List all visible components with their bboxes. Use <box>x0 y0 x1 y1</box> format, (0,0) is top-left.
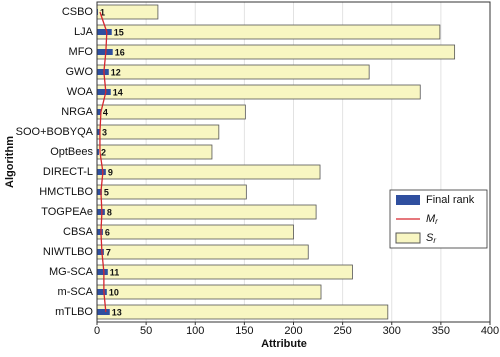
rank-label: 12 <box>111 67 121 77</box>
x-tick-label: 300 <box>383 325 401 337</box>
score-bar <box>96 104 246 120</box>
legend-label: Mr <box>426 213 438 226</box>
x-tick-label: 50 <box>140 325 152 337</box>
score-bar <box>96 84 421 100</box>
y-tick-label: SOO+BOBYQA <box>16 126 94 138</box>
y-tick-label: mTLBO <box>55 306 93 318</box>
score-bar <box>96 64 370 80</box>
y-tick-label: CSBO <box>62 6 94 18</box>
y-tick-label: HMCTLBO <box>39 186 93 198</box>
score-bar <box>96 124 220 140</box>
rank-label: 1 <box>100 7 105 17</box>
legend-swatch <box>396 195 420 205</box>
y-tick-label: NRGA <box>61 106 93 118</box>
rank-bar <box>97 289 107 295</box>
score-bar <box>96 264 353 280</box>
y-tick-label: TOGPEAe <box>41 206 93 218</box>
legend-label-sub: r <box>435 217 438 226</box>
score-bar <box>96 184 247 200</box>
x-tick-label: 400 <box>481 325 499 337</box>
rank-bar <box>97 149 99 155</box>
rank-label: 9 <box>108 167 113 177</box>
score-bar <box>96 4 159 20</box>
rank-bar <box>97 229 103 235</box>
rank-label: 7 <box>106 247 111 257</box>
legend-swatch <box>395 232 421 244</box>
legend-label-main: M <box>426 213 436 225</box>
y-tick-label: OptBees <box>50 146 93 158</box>
rank-bar <box>97 89 111 95</box>
y-tick-label: m-SCA <box>58 286 94 298</box>
rank-bar <box>97 29 112 35</box>
rank-label: 5 <box>104 187 109 197</box>
x-tick-label: 250 <box>333 325 351 337</box>
rank-label: 6 <box>105 227 110 237</box>
rank-bar <box>97 109 101 115</box>
rank-label: 14 <box>113 87 123 97</box>
rank-bar <box>97 189 102 195</box>
rank-label: 16 <box>115 47 125 57</box>
y-tick-label: MG-SCA <box>49 266 94 278</box>
rank-bar <box>97 69 109 75</box>
score-bar <box>96 284 322 300</box>
score-bar <box>96 24 441 40</box>
rank-bar <box>97 169 106 175</box>
x-tick-label: 100 <box>186 325 204 337</box>
rank-label: 11 <box>110 267 120 277</box>
rank-label: 15 <box>114 27 124 37</box>
rank-label: 10 <box>109 287 119 297</box>
score-bar <box>96 204 317 220</box>
rank-label: 3 <box>102 127 107 137</box>
y-tick-label: WOA <box>67 86 94 98</box>
y-tick-label: NIWTLBO <box>43 246 94 258</box>
rank-label: 8 <box>107 207 112 217</box>
legend-label: Sr <box>426 232 436 245</box>
rank-label: 4 <box>103 107 108 117</box>
rank-bar <box>97 309 110 315</box>
rank-bar <box>97 249 104 255</box>
plot-frame <box>96 1 491 323</box>
mean-rank-line <box>99 11 108 313</box>
score-bar <box>96 44 456 60</box>
rank-bar <box>97 129 100 135</box>
x-axis-label: Attribute <box>261 338 307 350</box>
y-tick-label: MFO <box>69 46 94 58</box>
legend-label-main: S <box>426 232 434 244</box>
score-bar <box>96 164 321 180</box>
rank-bar <box>97 269 108 275</box>
score-bar <box>96 244 309 260</box>
rank-bar <box>97 209 105 215</box>
score-bar <box>96 224 294 240</box>
score-bar <box>96 144 213 160</box>
x-tick-label: 150 <box>235 325 253 337</box>
y-tick-label: CBSA <box>63 226 94 238</box>
x-tick-label: 350 <box>432 325 450 337</box>
y-axis-label: Algorithm <box>4 136 16 188</box>
legend-label-sub: r <box>433 236 436 245</box>
score-bar <box>96 304 389 320</box>
rank-label: 2 <box>101 147 106 157</box>
y-tick-label: LJA <box>74 26 94 38</box>
y-tick-label: GWO <box>66 66 94 78</box>
x-tick-label: 200 <box>284 325 302 337</box>
legend-label: Final rank <box>426 194 475 206</box>
rank-label: 13 <box>112 307 122 317</box>
rank-bar <box>97 49 113 55</box>
y-tick-label: DIRECT-L <box>43 166 93 178</box>
x-tick-label: 0 <box>94 325 100 337</box>
